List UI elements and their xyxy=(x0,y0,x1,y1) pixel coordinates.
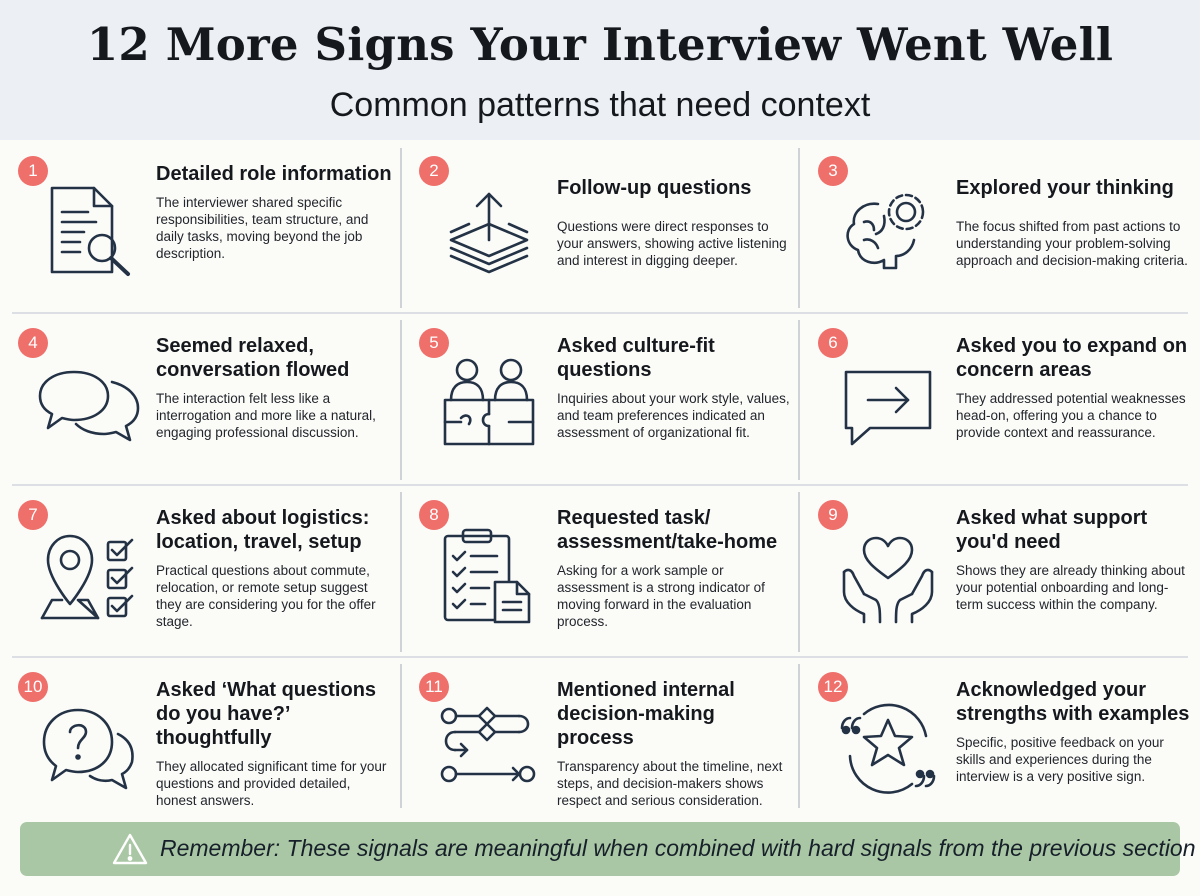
card-title: Follow-up questions xyxy=(557,177,752,199)
sign-card-4: 4 Seemed relaxed, conversation flowed Th… xyxy=(0,320,398,480)
card-title: Seemed relaxed, conversation flowed xyxy=(156,335,350,381)
question-bubble-icon xyxy=(34,692,142,800)
number-badge: 3 xyxy=(818,156,848,186)
header: 12 More Signs Your Interview Went Well C… xyxy=(0,0,1200,140)
brain-gear-icon xyxy=(834,176,942,284)
card-description: The interviewer shared specific responsi… xyxy=(156,195,369,261)
divider xyxy=(798,664,800,808)
sign-card-9: 9 Asked what support you'd need Shows th… xyxy=(800,492,1198,652)
card-description: They addressed potential weaknesses head… xyxy=(956,391,1186,440)
divider xyxy=(400,320,402,480)
sign-card-6: 6 Asked you to expand on concern areas T… xyxy=(800,320,1198,480)
card-title: Asked you to expand on concern areas xyxy=(956,335,1188,381)
location-checklist-icon xyxy=(34,520,142,628)
number-badge: 5 xyxy=(419,328,449,358)
layers-arrow-icon xyxy=(435,176,543,284)
card-title: Acknowledged your strengths with example… xyxy=(956,679,1190,725)
divider xyxy=(12,656,1188,658)
sign-card-10: 10 Asked ‘What questions do you have?’ t… xyxy=(0,664,398,824)
card-description: Questions were direct responses to your … xyxy=(557,219,787,268)
number-badge: 11 xyxy=(419,672,449,702)
divider xyxy=(798,148,800,308)
page-title: 12 More Signs Your Interview Went Well xyxy=(86,18,1114,71)
sign-card-3: 3 Explored your thinking The focus shift… xyxy=(800,148,1198,308)
card-description: The focus shifted from past actions to u… xyxy=(956,219,1188,268)
page-subtitle: Common patterns that need context xyxy=(329,86,871,124)
card-title: Asked about logistics: location, travel,… xyxy=(156,507,370,553)
people-puzzle-icon xyxy=(435,348,543,456)
card-description: The interaction felt less like a interro… xyxy=(156,391,376,440)
number-badge: 8 xyxy=(419,500,449,530)
clipboard-checklist-icon xyxy=(435,520,543,628)
document-search-icon xyxy=(34,176,142,284)
signs-grid: 1 Detailed role information The intervie… xyxy=(0,148,1200,808)
process-flow-icon xyxy=(435,692,543,800)
number-badge: 9 xyxy=(818,500,848,530)
number-badge: 1 xyxy=(18,156,48,186)
number-badge: 7 xyxy=(18,500,48,530)
card-description: Practical questions about commute, reloc… xyxy=(156,563,376,629)
number-badge: 12 xyxy=(818,672,848,702)
sign-card-5: 5 Asked culture-fit questions Inquiries … xyxy=(401,320,799,480)
number-badge: 6 xyxy=(818,328,848,358)
sign-card-2: 2 Follow-up questions Questions were dir… xyxy=(401,148,799,308)
sign-card-11: 11 Mentioned internal decision xyxy=(401,664,799,824)
reminder-banner: Remember: These signals are meaningful w… xyxy=(20,822,1196,876)
card-title: Mentioned internal decision-making proce… xyxy=(557,679,735,749)
reminder-text: Remember: These signals are meaningful w… xyxy=(160,835,1196,861)
card-title: Detailed role information xyxy=(156,163,392,185)
card-title: Asked culture-fit questions xyxy=(557,335,715,381)
star-quote-icon xyxy=(834,692,942,800)
divider xyxy=(12,312,1188,314)
card-title: Asked what support you'd need xyxy=(956,507,1148,553)
card-title: Explored your thinking xyxy=(956,177,1174,199)
divider xyxy=(400,148,402,308)
card-title: Requested task/ assessment/take-home xyxy=(557,507,778,553)
divider xyxy=(798,320,800,480)
card-description: Transparency about the timeline, next st… xyxy=(557,759,783,808)
number-badge: 10 xyxy=(18,672,48,702)
card-description: Inquiries about your work style, values,… xyxy=(557,391,790,440)
chat-bubbles-icon xyxy=(34,348,142,456)
sign-card-7: 7 Asked about logistics: location, trave… xyxy=(0,492,398,652)
speech-arrow-icon xyxy=(834,348,942,456)
sign-card-1: 1 Detailed role information The intervie… xyxy=(0,148,398,308)
sign-card-12: 12 Acknowledged your strengths with exam… xyxy=(800,664,1198,824)
hands-heart-icon xyxy=(834,520,942,628)
sign-card-8: 8 Requested task/ assessment/take-home A… xyxy=(401,492,799,652)
warning-icon xyxy=(112,832,148,866)
divider xyxy=(400,492,402,652)
number-badge: 2 xyxy=(419,156,449,186)
card-description: They allocated significant time for your… xyxy=(156,759,387,808)
card-description: Shows they are already thinking about yo… xyxy=(956,563,1185,612)
number-badge: 4 xyxy=(18,328,48,358)
divider xyxy=(798,492,800,652)
card-title: Asked ‘What questions do you have?’ thou… xyxy=(156,679,377,749)
divider xyxy=(12,484,1188,486)
card-description: Specific, positive feedback on your skil… xyxy=(956,735,1164,784)
divider xyxy=(400,664,402,808)
card-description: Asking for a work sample or assessment i… xyxy=(557,563,765,629)
